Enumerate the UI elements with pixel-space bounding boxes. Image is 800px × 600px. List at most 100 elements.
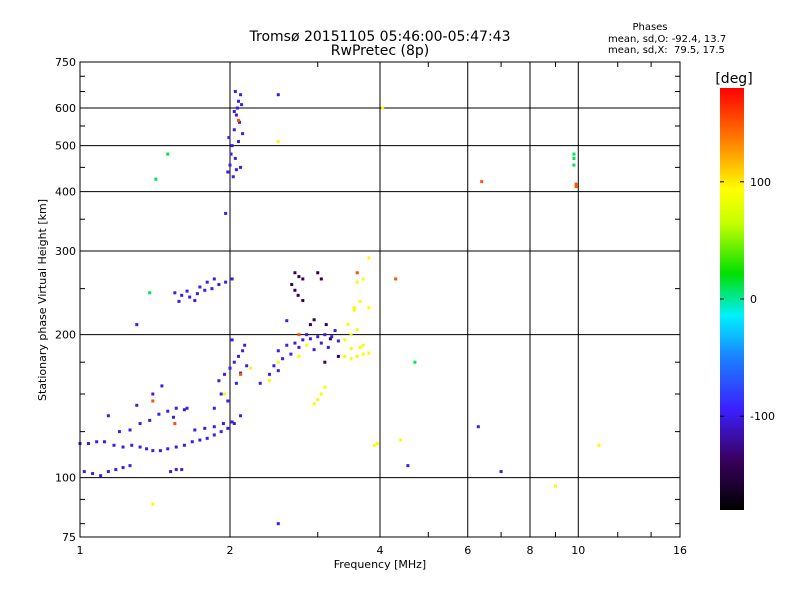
- data-point: [343, 354, 347, 358]
- data-point: [272, 364, 276, 368]
- data-point: [249, 366, 253, 370]
- data-point: [233, 156, 237, 160]
- data-point: [180, 468, 184, 472]
- data-point: [346, 323, 350, 327]
- data-points: [78, 90, 601, 526]
- data-point: [82, 470, 86, 474]
- data-point: [160, 384, 164, 388]
- data-point: [166, 152, 170, 156]
- data-point: [234, 381, 238, 385]
- data-point: [190, 440, 194, 444]
- data-point: [224, 280, 228, 284]
- data-point: [212, 277, 216, 281]
- data-point: [232, 422, 236, 426]
- data-point: [148, 291, 152, 295]
- data-point: [316, 271, 320, 275]
- data-point: [236, 118, 240, 122]
- data-point: [394, 277, 398, 281]
- data-point: [198, 438, 202, 442]
- data-point: [352, 306, 356, 310]
- data-point: [308, 323, 312, 327]
- data-point: [226, 170, 230, 174]
- y-axis-label: Stationary phase Virtual Height [km]: [36, 199, 49, 401]
- grid: [80, 62, 680, 537]
- data-point: [166, 409, 170, 413]
- data-point: [355, 280, 359, 284]
- data-point: [128, 464, 132, 468]
- data-point: [182, 408, 186, 412]
- colorbar-tick-label: 0: [750, 293, 757, 306]
- data-point: [297, 333, 301, 337]
- data-point: [361, 277, 365, 281]
- data-point: [195, 292, 199, 296]
- data-point: [323, 360, 327, 364]
- data-point: [188, 295, 192, 299]
- data-point: [174, 445, 178, 449]
- data-point: [301, 299, 305, 303]
- data-point: [367, 256, 371, 260]
- y-tick-label: 600: [55, 102, 76, 115]
- x-tick-label: 4: [377, 544, 384, 557]
- data-point: [193, 428, 197, 432]
- data-point: [572, 152, 576, 156]
- x-axis-label: Frequency [MHz]: [334, 558, 426, 571]
- data-point: [241, 349, 245, 353]
- data-point: [166, 447, 170, 451]
- data-point: [232, 128, 236, 132]
- data-point: [193, 299, 197, 303]
- data-point: [305, 343, 309, 347]
- data-point: [336, 354, 340, 358]
- data-point: [349, 333, 353, 337]
- data-point: [355, 271, 359, 275]
- data-point: [114, 468, 118, 472]
- data-point: [352, 308, 356, 312]
- data-point: [239, 372, 243, 376]
- x-tick-label: 8: [527, 544, 534, 557]
- data-point: [128, 428, 132, 432]
- legend-line-x: mean, sd,X: 79.5, 17.5: [608, 45, 725, 56]
- data-point: [230, 277, 234, 281]
- x-tick-label: 6: [464, 544, 471, 557]
- data-point: [203, 426, 207, 430]
- data-point: [236, 99, 240, 103]
- data-point: [212, 433, 216, 437]
- data-point: [349, 357, 353, 361]
- data-point: [103, 440, 107, 444]
- data-point: [185, 406, 189, 410]
- data-point: [151, 449, 155, 453]
- data-point: [171, 415, 175, 419]
- data-point: [323, 333, 327, 337]
- y-tick-label: 400: [55, 186, 76, 199]
- x-tick-label: 16: [673, 544, 687, 557]
- data-point: [221, 422, 225, 426]
- data-point: [174, 406, 178, 410]
- data-point: [328, 337, 332, 341]
- data-point: [240, 103, 244, 107]
- data-point: [245, 364, 249, 368]
- data-point: [349, 347, 353, 351]
- data-point: [276, 369, 280, 373]
- data-point: [297, 354, 301, 358]
- data-point: [239, 414, 243, 418]
- data-point: [228, 366, 232, 370]
- data-point: [233, 90, 237, 94]
- data-point: [293, 288, 297, 292]
- data-point: [361, 343, 365, 347]
- data-point: [135, 403, 139, 407]
- data-point: [293, 341, 297, 345]
- data-point: [267, 379, 271, 383]
- x-tick-label: 2: [227, 544, 234, 557]
- plot-frame: [79, 61, 681, 538]
- data-point: [185, 289, 189, 293]
- y-tick-label: 500: [55, 140, 76, 153]
- data-point: [572, 163, 576, 167]
- data-point: [301, 277, 305, 281]
- data-point: [358, 299, 362, 303]
- data-point: [293, 271, 297, 275]
- data-point: [130, 443, 134, 447]
- data-point: [276, 93, 280, 97]
- data-point: [138, 445, 142, 449]
- colorbar-label: [deg]: [715, 71, 752, 87]
- data-point: [232, 360, 236, 364]
- data-point: [223, 392, 227, 396]
